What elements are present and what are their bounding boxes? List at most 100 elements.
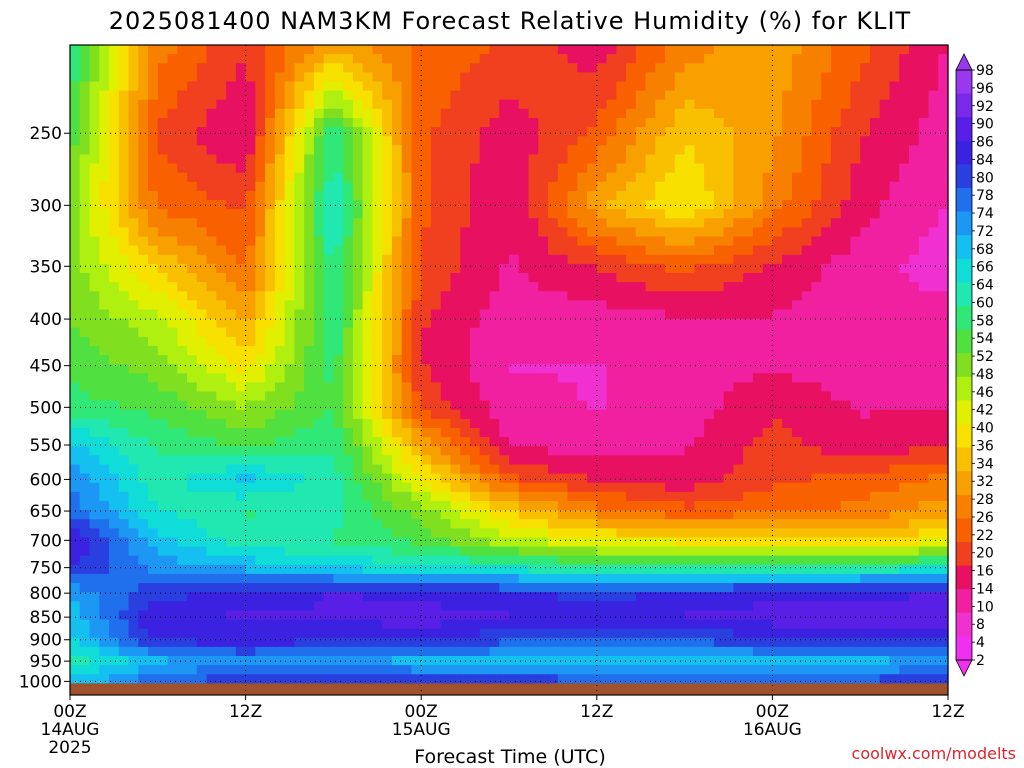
heatmap-cell — [655, 254, 666, 265]
heatmap-cell — [704, 491, 715, 502]
heatmap-cell — [352, 245, 364, 256]
heatmap-cell — [362, 537, 374, 548]
heatmap-cell — [762, 236, 773, 247]
heatmap-cell — [938, 72, 949, 83]
heatmap-cell — [645, 391, 656, 402]
heatmap-cell — [635, 209, 647, 219]
heatmap-cell — [196, 437, 208, 447]
heatmap-cell — [323, 391, 334, 402]
heatmap-cell — [626, 345, 637, 356]
heatmap-cell — [655, 355, 666, 365]
heatmap-cell — [196, 300, 208, 311]
heatmap-cell — [684, 364, 695, 374]
heatmap-cell — [421, 54, 432, 64]
heatmap-cell — [469, 127, 481, 137]
heatmap-cell — [850, 108, 861, 119]
heatmap-cell — [704, 291, 715, 301]
heatmap-cell — [148, 263, 159, 274]
heatmap-cell — [187, 491, 198, 502]
heatmap-cell — [304, 236, 315, 247]
heatmap-cell — [499, 154, 510, 165]
heatmap-cell — [362, 209, 374, 219]
heatmap-cell — [684, 455, 695, 466]
heatmap-cell — [196, 409, 208, 420]
heatmap-cell — [430, 63, 442, 73]
heatmap-cell — [665, 336, 676, 347]
heatmap-cell — [333, 409, 344, 420]
heatmap-cell — [918, 136, 930, 146]
heatmap-cell — [655, 528, 666, 539]
heatmap-cell — [167, 72, 178, 83]
heatmap-cell — [245, 510, 256, 520]
heatmap-cell — [235, 446, 247, 456]
heatmap-cell — [850, 482, 861, 493]
heatmap-cell — [333, 355, 344, 365]
heatmap-cell — [538, 482, 549, 493]
heatmap-cell — [294, 428, 305, 438]
heatmap-cell — [333, 245, 344, 256]
heatmap-cell — [811, 355, 822, 365]
heatmap-cell — [752, 163, 764, 174]
heatmap-cell — [665, 90, 676, 101]
heatmap-cell — [528, 473, 539, 484]
heatmap-cell — [323, 373, 334, 384]
heatmap-cell — [665, 291, 676, 301]
heatmap-cell — [860, 300, 871, 311]
heatmap-cell — [460, 345, 471, 356]
heatmap-cell — [674, 391, 686, 402]
heatmap-cell — [196, 272, 208, 283]
heatmap-cell — [265, 528, 276, 539]
heatmap-cell — [226, 181, 237, 192]
heatmap-cell — [313, 409, 325, 420]
heatmap-cell — [177, 400, 188, 411]
heatmap-cell — [148, 181, 159, 192]
heatmap-cell — [928, 318, 939, 329]
heatmap-cell — [509, 491, 520, 502]
heatmap-cell — [567, 263, 578, 274]
heatmap-cell — [782, 282, 793, 292]
heatmap-cell — [528, 336, 539, 347]
heatmap-cell — [596, 117, 608, 128]
heatmap-cell — [821, 464, 832, 475]
heatmap-cell — [343, 291, 354, 301]
heatmap-cell — [440, 291, 452, 301]
heatmap-cell — [918, 428, 930, 438]
heatmap-cell — [343, 172, 354, 183]
heatmap-cell — [752, 300, 764, 311]
heatmap-cell — [226, 446, 237, 456]
heatmap-cell — [274, 336, 286, 347]
heatmap-cell — [635, 282, 647, 292]
heatmap-cell — [333, 108, 344, 119]
heatmap-cell — [411, 154, 422, 165]
heatmap-cell — [196, 72, 208, 83]
heatmap-cell — [684, 236, 695, 247]
heatmap-cell — [626, 263, 637, 274]
heatmap-cell — [362, 437, 374, 447]
heatmap-cell — [635, 327, 647, 338]
heatmap-cell — [713, 318, 725, 329]
heatmap-cell — [518, 300, 530, 311]
heatmap-cell — [430, 500, 442, 511]
heatmap-cell — [704, 72, 715, 83]
heatmap-cell — [752, 63, 764, 73]
heatmap-cell — [401, 127, 413, 137]
heatmap-cell — [938, 263, 949, 274]
heatmap-cell — [109, 428, 120, 438]
heatmap-cell — [567, 537, 578, 548]
heatmap-cell — [128, 391, 139, 402]
heatmap-cell — [557, 400, 569, 411]
heatmap-cell — [596, 500, 608, 511]
heatmap-cell — [79, 528, 91, 539]
heatmap-cell — [918, 318, 930, 329]
heatmap-cell — [557, 482, 569, 493]
heatmap-cell — [157, 345, 169, 356]
heatmap-cell — [391, 181, 403, 192]
heatmap-cell — [255, 263, 266, 274]
heatmap-cell — [645, 537, 656, 548]
heatmap-cell — [762, 172, 773, 183]
heatmap-cell — [538, 254, 549, 265]
heatmap-cell — [362, 345, 374, 356]
heatmap-cell — [118, 309, 130, 320]
heatmap-cell — [294, 318, 305, 329]
heatmap-cell — [489, 209, 500, 219]
